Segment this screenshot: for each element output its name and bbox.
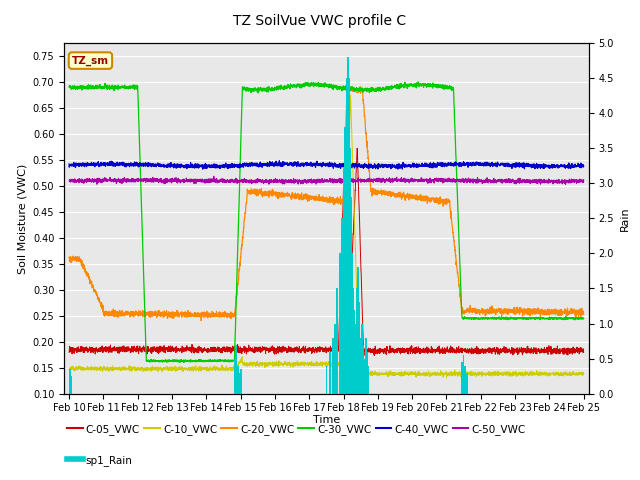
Bar: [349, 148, 351, 394]
Text: TZ SoilVue VWC profile C: TZ SoilVue VWC profile C: [234, 14, 406, 28]
Bar: [339, 253, 341, 394]
Y-axis label: Soil Moisture (VWC): Soil Moisture (VWC): [17, 163, 27, 274]
Bar: [69, 369, 71, 394]
Bar: [353, 310, 355, 394]
Bar: [239, 372, 241, 394]
Text: TZ_sm: TZ_sm: [72, 56, 109, 66]
Y-axis label: Rain: Rain: [620, 206, 630, 231]
Bar: [358, 302, 360, 394]
Bar: [352, 288, 354, 394]
Bar: [361, 324, 363, 394]
Bar: [360, 337, 362, 394]
Bar: [347, 57, 349, 394]
Bar: [348, 78, 350, 394]
Bar: [336, 288, 337, 394]
Bar: [342, 169, 344, 394]
Bar: [341, 218, 342, 394]
X-axis label: Time: Time: [313, 415, 340, 425]
Bar: [355, 324, 356, 394]
Legend: sp1_Rain: sp1_Rain: [63, 451, 137, 470]
Bar: [241, 369, 242, 394]
Bar: [334, 324, 336, 394]
Bar: [351, 253, 353, 394]
Bar: [463, 355, 465, 394]
Bar: [344, 127, 346, 394]
Bar: [332, 337, 334, 394]
Bar: [326, 366, 327, 394]
Bar: [364, 359, 365, 394]
Bar: [234, 359, 236, 394]
Bar: [362, 345, 364, 394]
Legend: C-05_VWC, C-10_VWC, C-20_VWC, C-30_VWC, C-40_VWC, C-50_VWC: C-05_VWC, C-10_VWC, C-20_VWC, C-30_VWC, …: [63, 420, 530, 439]
Bar: [237, 366, 239, 394]
Bar: [236, 345, 237, 394]
Bar: [346, 78, 348, 394]
Bar: [465, 366, 466, 394]
Bar: [350, 197, 352, 394]
Bar: [466, 372, 468, 394]
Bar: [367, 366, 369, 394]
Bar: [365, 337, 367, 394]
Bar: [356, 288, 358, 394]
Bar: [70, 376, 72, 394]
Bar: [461, 362, 463, 394]
Bar: [329, 351, 331, 394]
Bar: [366, 351, 368, 394]
Bar: [358, 267, 359, 394]
